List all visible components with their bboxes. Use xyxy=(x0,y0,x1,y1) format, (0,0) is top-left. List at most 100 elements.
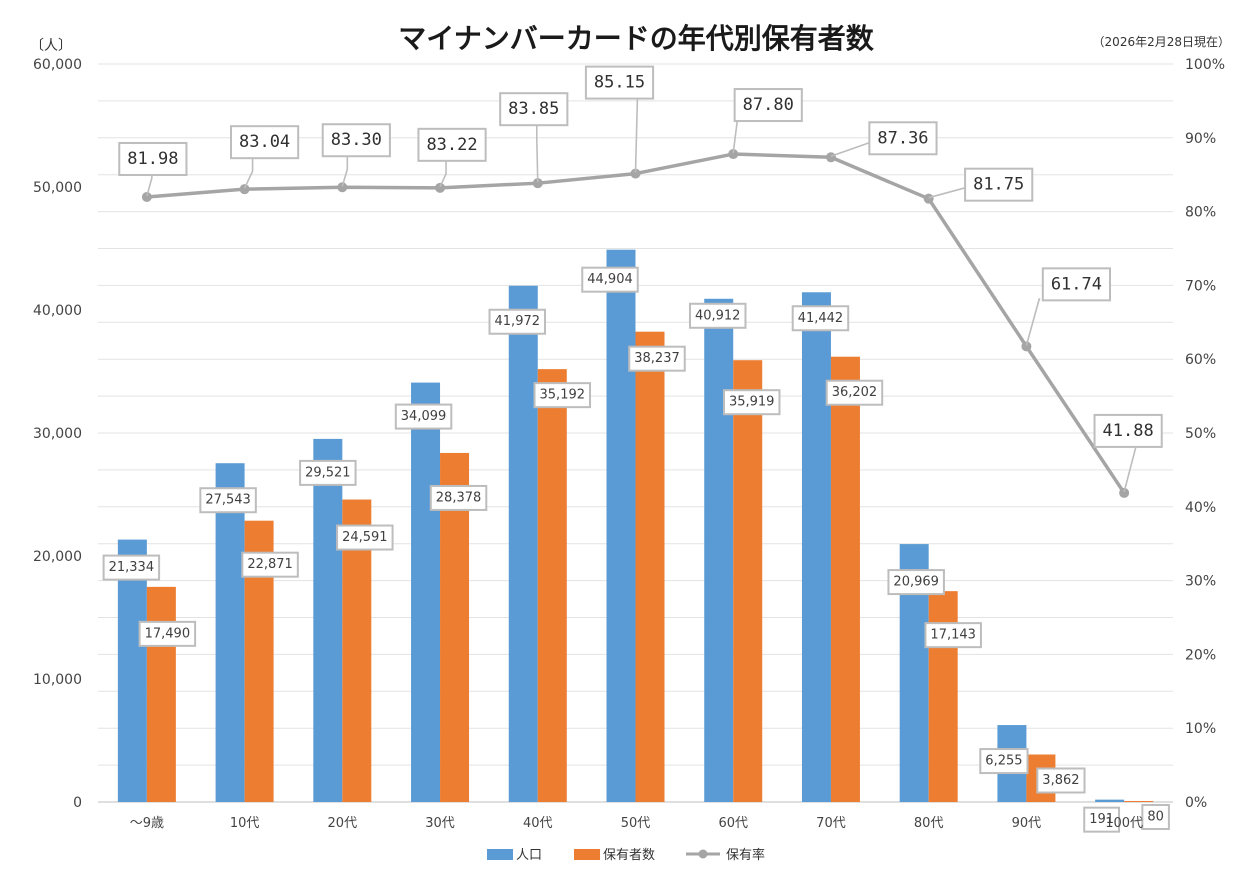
holders-value-label: 36,202 xyxy=(825,379,884,406)
holders-value-label-box xyxy=(429,484,488,511)
bar-holders xyxy=(635,331,665,802)
population-value-label-text: 21,334 xyxy=(109,560,155,575)
rate-value-label: 81.98 xyxy=(118,141,188,176)
holders-value-label-box xyxy=(1036,767,1086,794)
population-value-label-text: 44,904 xyxy=(587,272,633,287)
population-value-label-text: 20,969 xyxy=(893,575,939,590)
population-value-label-text: 27,543 xyxy=(205,493,251,508)
rate-value-label-text: 87.36 xyxy=(877,128,928,148)
category-label: 10代 xyxy=(230,816,260,831)
rate-marker xyxy=(435,182,446,193)
rate-value-label: 83.85 xyxy=(499,92,569,127)
population-value-label-box xyxy=(887,569,945,596)
bar-holders xyxy=(537,369,567,802)
population-value-label-box xyxy=(791,305,850,332)
bar-population xyxy=(215,463,245,802)
right-axis-tick-label: 70% xyxy=(1185,278,1216,294)
rate-marker xyxy=(825,152,836,163)
population-value-label-box xyxy=(102,554,161,581)
left-axis-tick-label: 60,000 xyxy=(33,57,82,73)
left-axis-tick-label: 20,000 xyxy=(33,549,82,565)
holders-value-label-text: 80 xyxy=(1147,810,1164,825)
category-label: 100代 xyxy=(1105,816,1143,831)
rate-leader-line xyxy=(243,158,254,189)
population-value-label-text: 34,099 xyxy=(401,409,447,424)
right-axis-tick-label: 90% xyxy=(1185,131,1216,147)
rate-value-label-box xyxy=(584,65,655,100)
holders-value-label-box xyxy=(825,379,884,406)
rate-leader-line xyxy=(1025,298,1041,346)
holders-value-label: 35,919 xyxy=(722,389,781,416)
category-label: 60代 xyxy=(718,816,748,831)
population-value-label-text: 29,521 xyxy=(305,465,351,480)
bar-population xyxy=(801,292,831,802)
population-value-label-box xyxy=(488,308,547,335)
population-value-label-box xyxy=(581,266,639,293)
right-axis-tick-label: 80% xyxy=(1185,205,1216,221)
holders-value-label-text: 17,143 xyxy=(930,628,976,643)
left-axis-tick-label: 50,000 xyxy=(33,180,82,196)
left-axis-tick-label: 30,000 xyxy=(33,426,82,442)
rate-value-label-text: 61.74 xyxy=(1051,274,1102,294)
population-value-label-box xyxy=(979,748,1029,775)
rate-value-label-text: 87.80 xyxy=(743,95,794,115)
legend-swatch-population xyxy=(487,849,513,860)
category-label: 70代 xyxy=(816,816,846,831)
rate-marker xyxy=(532,178,543,189)
population-value-label: 34,099 xyxy=(394,403,453,430)
population-value-label-box xyxy=(299,459,357,486)
rate-value-label-text: 81.98 xyxy=(127,149,178,169)
population-value-label: 20,969 xyxy=(887,569,945,596)
rate-value-label: 41.88 xyxy=(1093,413,1163,448)
rate-leader-line xyxy=(341,156,349,187)
rate-value-label-box xyxy=(1093,413,1163,448)
holders-value-label-box xyxy=(138,620,197,647)
legend-label-holders: 保有者数 xyxy=(603,848,655,863)
left-axis-tick-label: 10,000 xyxy=(33,672,82,688)
rate-marker xyxy=(1119,487,1130,498)
holders-value-label: 35,192 xyxy=(533,382,592,409)
right-axis-tick-label: 30% xyxy=(1185,574,1216,590)
holders-value-label-text: 3,862 xyxy=(1042,773,1079,788)
rate-leader-line xyxy=(1123,445,1137,493)
population-value-label: 191 xyxy=(1083,806,1121,833)
rate-leader-line xyxy=(634,95,639,173)
holders-value-label-text: 28,378 xyxy=(436,490,482,505)
holders-value-label-text: 35,192 xyxy=(540,388,586,403)
population-value-label: 6,255 xyxy=(979,748,1029,775)
bar-holders xyxy=(733,360,763,802)
bar-holders xyxy=(1124,801,1154,802)
holders-value-label-box xyxy=(722,389,781,416)
population-value-label: 27,543 xyxy=(199,487,257,514)
rate-leader-line xyxy=(535,125,539,183)
population-value-label-box xyxy=(688,302,747,329)
holders-value-label: 28,378 xyxy=(429,484,488,511)
holders-value-label: 17,143 xyxy=(924,622,982,649)
legend-label-population: 人口 xyxy=(516,848,542,863)
bars xyxy=(117,249,1154,803)
rate-value-label: 87.36 xyxy=(868,121,938,156)
population-value-label-box xyxy=(199,487,257,514)
bar-population xyxy=(1095,799,1125,802)
rate-marker xyxy=(141,191,152,202)
legend-swatch-holders xyxy=(574,849,600,860)
population-value-label-text: 41,972 xyxy=(495,314,541,329)
population-value-label: 41,442 xyxy=(791,305,850,332)
holders-value-label-box xyxy=(1141,804,1170,831)
rate-value-label-box xyxy=(229,125,300,160)
holders-value-label: 24,591 xyxy=(336,524,394,551)
rate-value-label-text: 83.30 xyxy=(331,130,382,150)
holders-value-label: 3,862 xyxy=(1036,767,1086,794)
population-value-label-box xyxy=(1083,806,1121,833)
rate-value-label-text: 41.88 xyxy=(1103,421,1154,441)
rate-marker xyxy=(1021,341,1032,352)
right-axis-tick-label: 20% xyxy=(1185,647,1216,663)
bar-population xyxy=(606,249,636,803)
population-value-label-text: 41,442 xyxy=(798,311,844,326)
rate-value-label-text: 85.15 xyxy=(594,73,645,93)
bar-population xyxy=(411,382,441,802)
holders-value-label: 38,237 xyxy=(628,345,686,372)
rate-value-label: 87.80 xyxy=(733,88,803,123)
bar-holders xyxy=(830,356,860,802)
